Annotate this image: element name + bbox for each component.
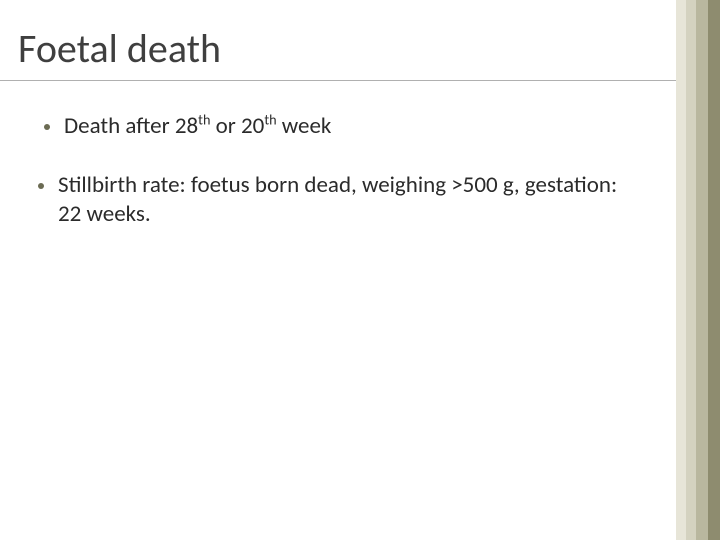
slide-title: Foetal death	[18, 24, 221, 73]
bullet-text: Stillbirth rate: foetus born dead, weigh…	[58, 171, 634, 229]
slide: Foetal death Death after 28th or 20th we…	[0, 0, 720, 540]
bullet-dot-icon	[38, 183, 44, 189]
right-accent-band	[676, 0, 720, 540]
accent-band-column	[696, 0, 708, 540]
accent-band-column	[686, 0, 696, 540]
slide-body: Death after 28th or 20th week Stillbirth …	[44, 112, 634, 258]
accent-band-column	[708, 0, 720, 540]
title-underline	[0, 80, 676, 81]
bullet-text: Death after 28th or 20th week	[64, 112, 331, 141]
bullet-dot-icon	[44, 124, 50, 130]
bullet-item: Stillbirth rate: foetus born dead, weigh…	[38, 171, 634, 229]
accent-band-column	[676, 0, 686, 540]
bullet-item: Death after 28th or 20th week	[44, 112, 634, 141]
